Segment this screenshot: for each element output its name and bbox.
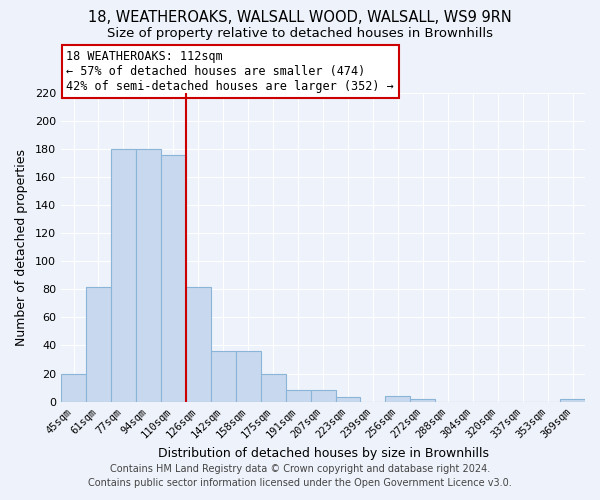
Bar	[111, 149, 136, 402]
Bar	[311, 390, 335, 402]
Bar	[260, 374, 286, 402]
Bar	[161, 154, 186, 402]
Bar	[385, 396, 410, 402]
Text: 18, WEATHEROAKS, WALSALL WOOD, WALSALL, WS9 9RN: 18, WEATHEROAKS, WALSALL WOOD, WALSALL, …	[88, 10, 512, 25]
Text: 18 WEATHEROAKS: 112sqm
← 57% of detached houses are smaller (474)
42% of semi-de: 18 WEATHEROAKS: 112sqm ← 57% of detached…	[66, 50, 394, 93]
Bar	[211, 351, 236, 402]
Bar	[136, 149, 161, 402]
Bar	[86, 286, 111, 402]
Bar	[61, 374, 86, 402]
Bar	[560, 399, 585, 402]
Bar	[286, 390, 311, 402]
Bar	[186, 286, 211, 402]
Text: Size of property relative to detached houses in Brownhills: Size of property relative to detached ho…	[107, 28, 493, 40]
Y-axis label: Number of detached properties: Number of detached properties	[15, 149, 28, 346]
Bar	[236, 351, 260, 402]
Bar	[335, 398, 361, 402]
X-axis label: Distribution of detached houses by size in Brownhills: Distribution of detached houses by size …	[158, 447, 488, 460]
Bar	[410, 399, 436, 402]
Text: Contains HM Land Registry data © Crown copyright and database right 2024.
Contai: Contains HM Land Registry data © Crown c…	[88, 464, 512, 487]
